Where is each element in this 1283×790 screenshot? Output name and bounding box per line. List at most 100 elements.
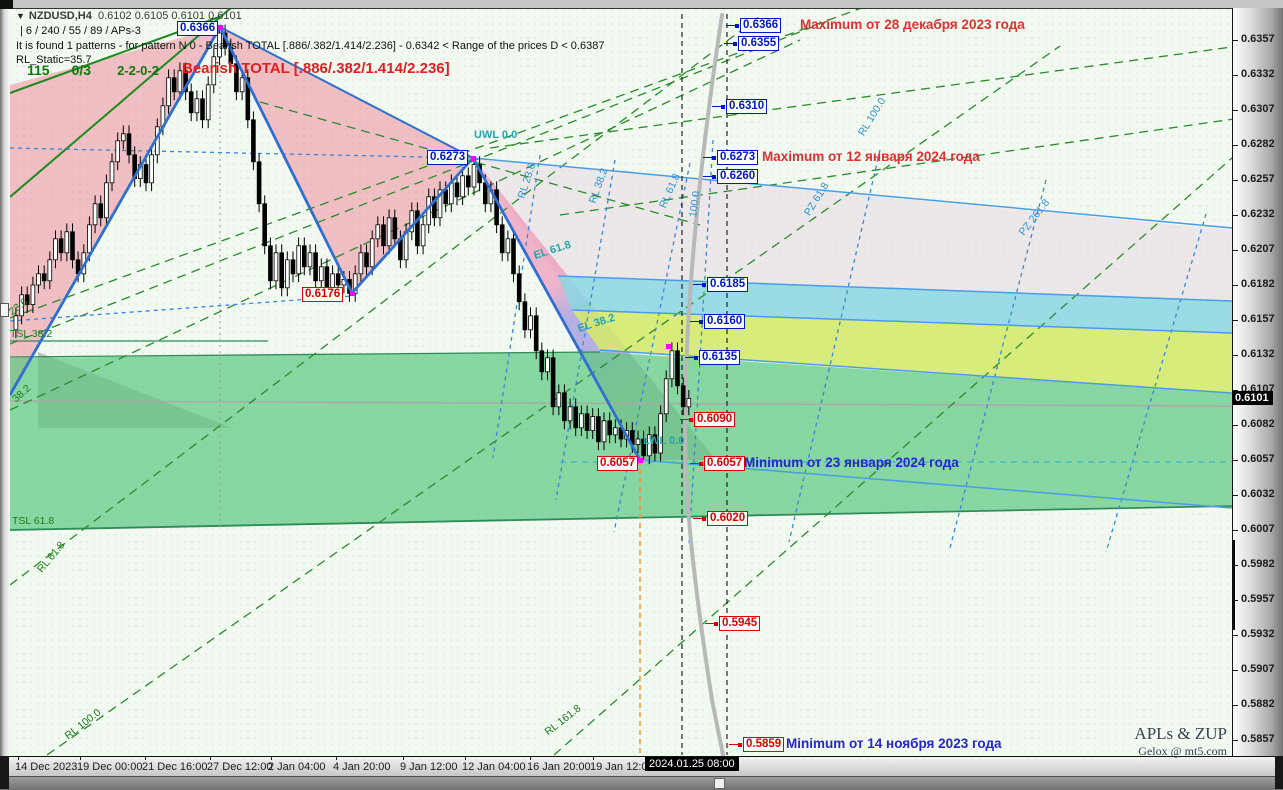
axis-price-tick: 0.5907 xyxy=(1241,663,1275,675)
axis-time-tick: 9 Jan 12:00 xyxy=(400,761,458,773)
price-label-06366[interactable]: 0.6366 xyxy=(726,18,782,33)
axis-price-tick-mark xyxy=(1233,600,1238,601)
axis-time-tick: 21 Dec 16:00 xyxy=(142,761,208,773)
zone-yellow xyxy=(572,310,1232,393)
gray-apl-curve[interactable] xyxy=(682,13,725,756)
rl-static-line[interactable] xyxy=(10,400,1232,407)
window-left-border xyxy=(0,8,10,756)
rl-static-label: RL_Static=35.7 xyxy=(16,54,92,66)
green-zone-top-line xyxy=(10,351,601,358)
price-label-06057[interactable]: 0.6057 xyxy=(597,456,639,471)
price-label-06260[interactable]: 0.6260 xyxy=(703,169,759,184)
axis-price-tick: 0.6282 xyxy=(1241,138,1275,150)
axis-price-tick-mark xyxy=(1233,670,1238,671)
axis-time-tick-mark xyxy=(593,756,594,760)
window-corner-top-left xyxy=(0,0,13,9)
axis-price-tick-mark xyxy=(1233,285,1238,286)
price-label-06090[interactable]: 0.6090 xyxy=(680,412,736,427)
ohlc-readout: 0.6102 0.6105 0.6101 0.6101 xyxy=(98,10,242,22)
pattern-point-marker[interactable] xyxy=(471,156,476,161)
window-resize-handle[interactable] xyxy=(0,303,9,317)
axis-price-tick-mark xyxy=(1233,635,1238,636)
axis-price-tick: 0.6257 xyxy=(1241,173,1275,185)
axis-price-tick: 0.6032 xyxy=(1241,488,1275,500)
pattern-point-marker[interactable] xyxy=(350,291,355,296)
axis-price-tick-mark xyxy=(1233,740,1238,741)
window-tab-divider[interactable] xyxy=(714,778,725,789)
axis-price-tick-mark xyxy=(1233,705,1238,706)
price-label-06185[interactable]: 0.6185 xyxy=(693,277,749,292)
axis-price-tick: 0.6082 xyxy=(1241,418,1275,430)
annotation-text[interactable]: Minimum от 14 ноября 2023 года xyxy=(786,736,1002,751)
symbol-dropdown-icon[interactable]: ▼ xyxy=(16,11,25,21)
window-corner-bottom-left xyxy=(0,756,9,789)
indicator-params: | 6 / 240 / 55 / 89 / APs-3 xyxy=(20,25,141,37)
green-zone-bottom-line xyxy=(10,505,1232,531)
axis-price-tick: 0.6232 xyxy=(1241,208,1275,220)
axis-price-tick: 0.6007 xyxy=(1241,523,1275,535)
pattern-info-line: It is found 1 patterns - for pattern N 0… xyxy=(16,40,605,52)
price-label-06366[interactable]: 0.6366 xyxy=(177,21,219,36)
axis-price-tick-mark xyxy=(1233,460,1238,461)
axis-price-tick: 0.6332 xyxy=(1241,68,1275,80)
pattern-point-marker[interactable] xyxy=(638,458,643,463)
price-label-06020[interactable]: 0.6020 xyxy=(693,511,749,526)
axis-price-tick: 0.6182 xyxy=(1241,278,1275,290)
price-label-05945[interactable]: 0.5945 xyxy=(705,616,761,631)
price-label-06273[interactable]: 0.6273 xyxy=(427,150,469,165)
symbol-title[interactable]: ▼ NZDUSD,H4 0.6102 0.6105 0.6101 0.6101 xyxy=(16,10,242,22)
pattern-label: Bearish TOTAL [.886/.382/1.414/2.236] xyxy=(182,60,450,77)
axis-price-tick-mark xyxy=(1233,40,1238,41)
axis-time-tick-mark xyxy=(80,756,81,760)
axis-price-tick: 0.6132 xyxy=(1241,348,1275,360)
axis-price-tick: 0.5957 xyxy=(1241,593,1275,605)
axis-time-tick-mark xyxy=(145,756,146,760)
axis-price-tick: 0.6207 xyxy=(1241,243,1275,255)
pattern-point-marker[interactable] xyxy=(666,344,671,349)
axis-price-tick: 0.6357 xyxy=(1241,33,1275,45)
window-top-border xyxy=(0,0,1283,9)
annotation-text[interactable]: Minimum от 23 января 2024 года xyxy=(744,455,959,470)
indicator-watermark: APLs & ZUP Gelox @ mt5.com xyxy=(1134,724,1227,758)
axis-price-tick-mark xyxy=(1233,425,1238,426)
price-label-05859[interactable]: 0.5859 xyxy=(729,737,785,752)
axis-time-tick: 4 Jan 20:00 xyxy=(333,761,391,773)
price-label-06310[interactable]: 0.6310 xyxy=(712,99,768,114)
fib-label: TSL 61.8 xyxy=(12,515,55,527)
axis-time-tick: 19 Dec 00:00 xyxy=(77,761,143,773)
axis-time-tick: 2 Jan 04:00 xyxy=(268,761,326,773)
axis-time-tick: 19 Jan 12:00 xyxy=(590,761,654,773)
axis-price-tick-mark xyxy=(1233,495,1238,496)
price-label-06057[interactable]: 0.6057 xyxy=(690,456,746,471)
price-range-bar xyxy=(1232,540,1235,630)
axis-price-tick: 0.5932 xyxy=(1241,628,1275,640)
axis-price-tick: 0.5857 xyxy=(1241,733,1275,745)
price-label-06176[interactable]: 0.6176 xyxy=(302,287,344,302)
axis-price-tick-mark xyxy=(1233,180,1238,181)
axis-time-tick: 14 Dec 2023 xyxy=(15,761,78,773)
axis-time-tick: 16 Jan 20:00 xyxy=(527,761,591,773)
axis-price-tick-mark xyxy=(1233,355,1238,356)
axis-price-tick: 0.5882 xyxy=(1241,698,1275,710)
fib-label: TSL 38.2 xyxy=(10,328,53,340)
axis-price-tick-mark xyxy=(1233,75,1238,76)
price-label-06273[interactable]: 0.6273 xyxy=(703,150,759,165)
axis-price-tick-mark xyxy=(1233,530,1238,531)
pattern-point-marker[interactable] xyxy=(218,25,223,30)
axis-time-tick-mark xyxy=(18,756,19,760)
annotation-text[interactable]: Maximum от 12 января 2024 года xyxy=(762,149,980,164)
axis-price-tick-mark xyxy=(1233,320,1238,321)
axis-price-tick-mark xyxy=(1233,145,1238,146)
axis-price-tick: 0.6157 xyxy=(1241,313,1275,325)
price-label-06135[interactable]: 0.6135 xyxy=(685,350,741,365)
current-price-tag: 0.6101 xyxy=(1233,391,1273,405)
axis-time-tick: 12 Jan 04:00 xyxy=(462,761,526,773)
price-axis[interactable] xyxy=(1232,8,1283,756)
window-corner-bottom-right xyxy=(1275,756,1283,789)
price-label-06355[interactable]: 0.6355 xyxy=(724,36,780,51)
price-label-06160[interactable]: 0.6160 xyxy=(690,314,746,329)
green-channel-line-2[interactable] xyxy=(10,7,233,198)
annotation-text[interactable]: Maximum от 28 декабря 2023 года xyxy=(800,17,1025,32)
